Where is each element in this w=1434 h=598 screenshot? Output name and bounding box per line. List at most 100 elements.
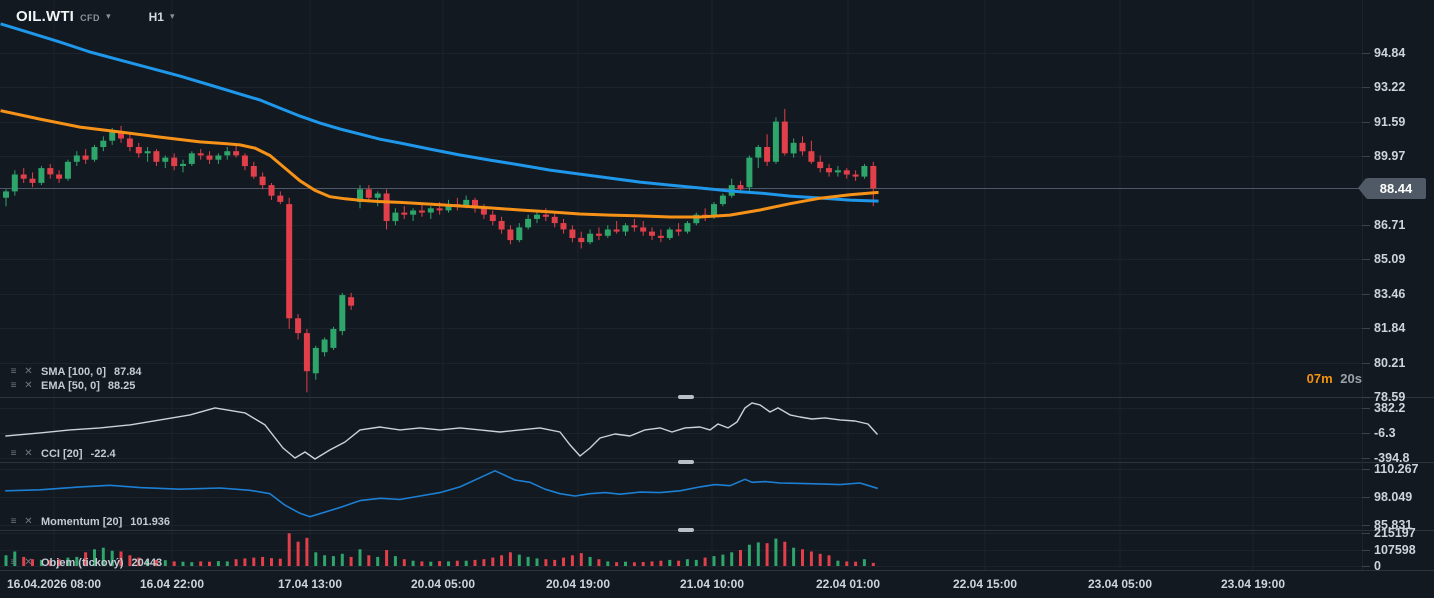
- indicator-close-icon[interactable]: ✕: [24, 366, 33, 377]
- momentum-line: [5, 469, 878, 518]
- price-tick-label: 80.21: [1374, 355, 1406, 370]
- volume-bar: [765, 543, 769, 566]
- sma-line: [0, 22, 879, 203]
- volume-bar: [615, 562, 619, 566]
- price-tick-label: 94.84: [1374, 46, 1406, 61]
- volume-bar: [482, 559, 486, 566]
- candle: [595, 233, 602, 236]
- candle: [525, 218, 532, 228]
- candle: [224, 151, 231, 156]
- volume-bar: [154, 559, 158, 566]
- volume-bar: [22, 556, 26, 566]
- volume-bar: [553, 559, 557, 566]
- panel-resize-handle[interactable]: [678, 460, 694, 464]
- current-price-badge: 88.44: [1358, 177, 1426, 199]
- sma-indicator-row: ≡ ✕ SMA [100, 0] 87.84: [8, 365, 142, 379]
- volume-bar: [101, 547, 105, 566]
- candle: [418, 210, 425, 213]
- volume-bar: [323, 555, 327, 566]
- volume-indicator-row: ≡ ✕ Objem (tickový) 20443: [8, 556, 163, 570]
- candle: [135, 147, 142, 154]
- candles: [3, 108, 877, 393]
- candle: [11, 174, 18, 192]
- candle: [772, 121, 779, 162]
- indicator-settings-icon[interactable]: ≡: [10, 516, 17, 527]
- candle: [38, 168, 45, 183]
- candle: [91, 147, 98, 160]
- candle: [392, 212, 399, 222]
- volume-bar: [190, 562, 194, 566]
- indicator-close-icon[interactable]: ✕: [24, 557, 33, 568]
- countdown-seconds: 20s: [1340, 371, 1362, 386]
- instrument-selector[interactable]: OIL.WTI CFD ▾: [16, 8, 111, 25]
- candle: [206, 155, 213, 160]
- candle: [410, 210, 417, 215]
- candle: [719, 195, 726, 205]
- panel-resize-handle[interactable]: [678, 395, 694, 399]
- candle: [764, 147, 771, 162]
- time-tick-label: 17.04 13:00: [277, 577, 343, 591]
- volume-bar: [818, 553, 822, 566]
- cci-label: CCI [20]: [41, 448, 83, 460]
- gridlines: [0, 0, 1362, 570]
- candle: [286, 204, 293, 319]
- volume-bar: [473, 559, 477, 566]
- instrument-type-badge: CFD: [80, 13, 101, 23]
- volume-bar: [349, 556, 353, 566]
- candle: [295, 318, 302, 334]
- indicator-settings-icon[interactable]: ≡: [10, 380, 17, 391]
- volume-bar: [270, 558, 273, 566]
- candle: [144, 151, 151, 154]
- timeframe-selector[interactable]: H1 ▾: [149, 10, 175, 24]
- price-tick-label: 86.71: [1374, 218, 1406, 233]
- volume-bar: [438, 561, 442, 566]
- indicator-close-icon[interactable]: ✕: [24, 448, 33, 459]
- candle: [578, 237, 585, 243]
- candle: [799, 142, 806, 152]
- candle: [56, 174, 63, 179]
- volume-bar: [730, 552, 734, 566]
- candle: [171, 157, 178, 167]
- volume-bar: [340, 553, 344, 566]
- volume-bar: [287, 533, 291, 566]
- indicator-settings-icon[interactable]: ≡: [10, 448, 17, 459]
- volume-bar: [508, 552, 512, 566]
- candle: [613, 229, 620, 232]
- volume-bar: [385, 550, 389, 566]
- volume-bar: [243, 558, 247, 566]
- candle: [834, 170, 841, 173]
- indicator-settings-icon[interactable]: ≡: [10, 366, 17, 377]
- candle: [153, 151, 160, 162]
- candle: [241, 155, 248, 167]
- volume-bar: [862, 559, 866, 566]
- indicator-close-icon[interactable]: ✕: [24, 380, 33, 391]
- price-tick-label: 89.97: [1374, 149, 1406, 164]
- indicator-close-icon[interactable]: ✕: [24, 516, 33, 527]
- candle: [666, 229, 673, 238]
- candle: [649, 231, 655, 236]
- candle: [312, 347, 319, 374]
- volume-bar: [836, 560, 840, 566]
- time-tick-label: 22.04 01:00: [815, 577, 881, 591]
- volume-tick-label: 107598: [1374, 542, 1416, 557]
- volume-tick-label: 215197: [1374, 526, 1416, 541]
- candle: [498, 221, 505, 230]
- panel-resize-handle[interactable]: [678, 528, 694, 532]
- candle: [118, 132, 124, 139]
- candle: [445, 204, 452, 211]
- volume-bar: [641, 562, 645, 566]
- candle: [870, 166, 877, 189]
- candle: [569, 229, 576, 238]
- candle: [507, 229, 514, 241]
- candle: [383, 193, 390, 221]
- volume-bar: [331, 556, 335, 566]
- ema-value: 88.25: [107, 380, 136, 392]
- candle: [852, 174, 859, 177]
- volume-bar: [39, 559, 43, 566]
- volume-bar: [181, 561, 185, 566]
- candle: [374, 193, 381, 198]
- momentum-label: Momentum [20]: [41, 516, 123, 528]
- indicator-settings-icon[interactable]: ≡: [10, 557, 17, 568]
